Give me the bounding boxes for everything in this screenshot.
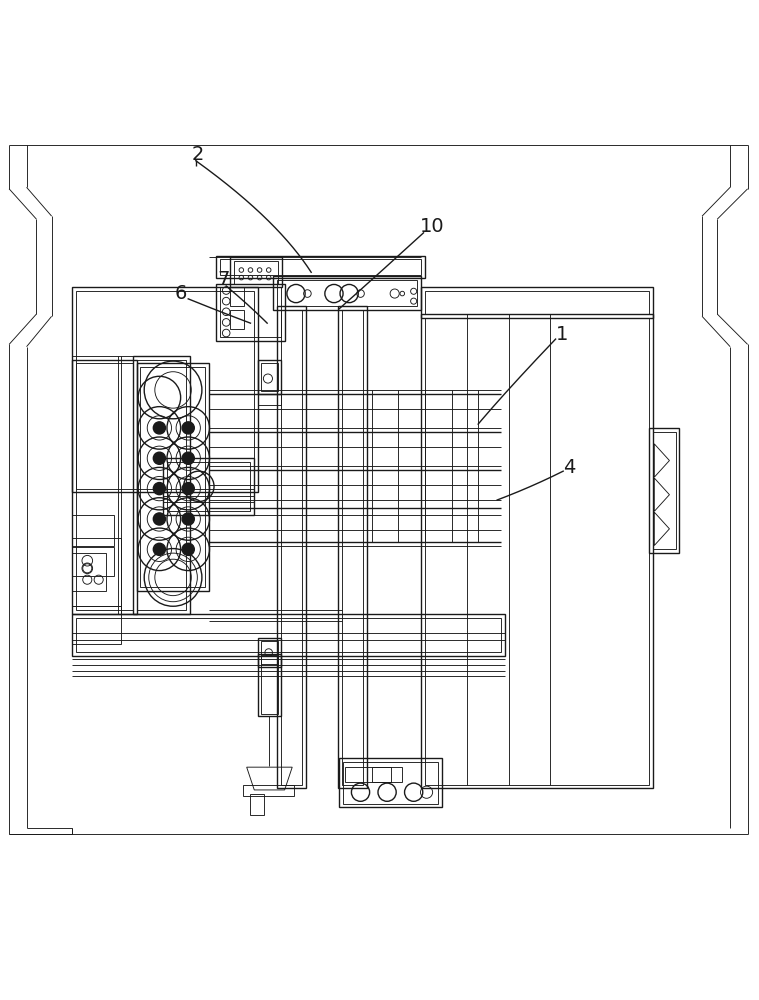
Circle shape xyxy=(182,422,194,434)
Bar xyxy=(339,758,442,807)
Bar xyxy=(220,287,281,337)
Circle shape xyxy=(153,543,165,555)
Bar xyxy=(372,767,402,782)
Bar xyxy=(273,276,421,310)
Bar xyxy=(343,762,438,804)
Circle shape xyxy=(153,452,165,464)
Bar xyxy=(133,356,190,614)
Bar xyxy=(338,306,367,788)
Bar xyxy=(342,310,363,785)
Text: 10: 10 xyxy=(420,217,445,236)
Bar xyxy=(72,287,258,492)
Bar xyxy=(345,767,391,782)
Bar xyxy=(230,257,282,287)
Text: 4: 4 xyxy=(563,458,575,477)
Bar xyxy=(243,785,294,796)
Bar xyxy=(140,367,205,587)
Bar xyxy=(163,458,254,515)
Bar xyxy=(76,618,501,652)
Bar xyxy=(425,291,649,314)
Bar xyxy=(72,606,121,644)
Text: 1: 1 xyxy=(556,325,568,344)
Bar xyxy=(649,428,679,553)
Bar xyxy=(421,314,653,788)
Bar xyxy=(258,654,281,716)
Bar xyxy=(421,287,653,318)
Bar xyxy=(216,256,425,278)
Bar xyxy=(234,261,278,284)
Bar xyxy=(261,641,278,664)
Circle shape xyxy=(182,483,194,495)
Circle shape xyxy=(182,513,194,525)
Bar xyxy=(250,794,264,815)
Bar xyxy=(258,394,281,405)
Bar xyxy=(76,291,254,489)
Bar xyxy=(230,310,244,329)
Bar xyxy=(72,553,106,591)
Bar xyxy=(258,638,281,667)
Bar xyxy=(137,360,186,610)
Bar xyxy=(72,614,505,656)
Bar xyxy=(281,310,302,785)
Bar xyxy=(277,306,306,788)
Bar xyxy=(277,280,417,306)
Bar xyxy=(220,259,421,275)
Text: 7: 7 xyxy=(218,270,230,289)
Bar xyxy=(72,547,114,576)
Bar xyxy=(258,360,281,394)
Bar xyxy=(72,360,137,614)
Bar xyxy=(216,284,285,341)
Bar xyxy=(167,462,250,511)
Circle shape xyxy=(153,483,165,495)
Bar xyxy=(425,318,649,785)
Circle shape xyxy=(153,422,165,434)
Text: 6: 6 xyxy=(175,284,187,303)
Circle shape xyxy=(182,543,194,555)
Bar xyxy=(653,432,676,549)
Bar xyxy=(76,363,133,610)
Bar xyxy=(137,363,209,591)
Circle shape xyxy=(153,513,165,525)
Text: 2: 2 xyxy=(191,145,203,164)
Bar xyxy=(230,287,244,306)
Circle shape xyxy=(182,452,194,464)
Bar xyxy=(72,538,121,606)
Bar xyxy=(72,515,114,546)
Bar xyxy=(261,363,278,391)
Bar xyxy=(261,655,278,714)
